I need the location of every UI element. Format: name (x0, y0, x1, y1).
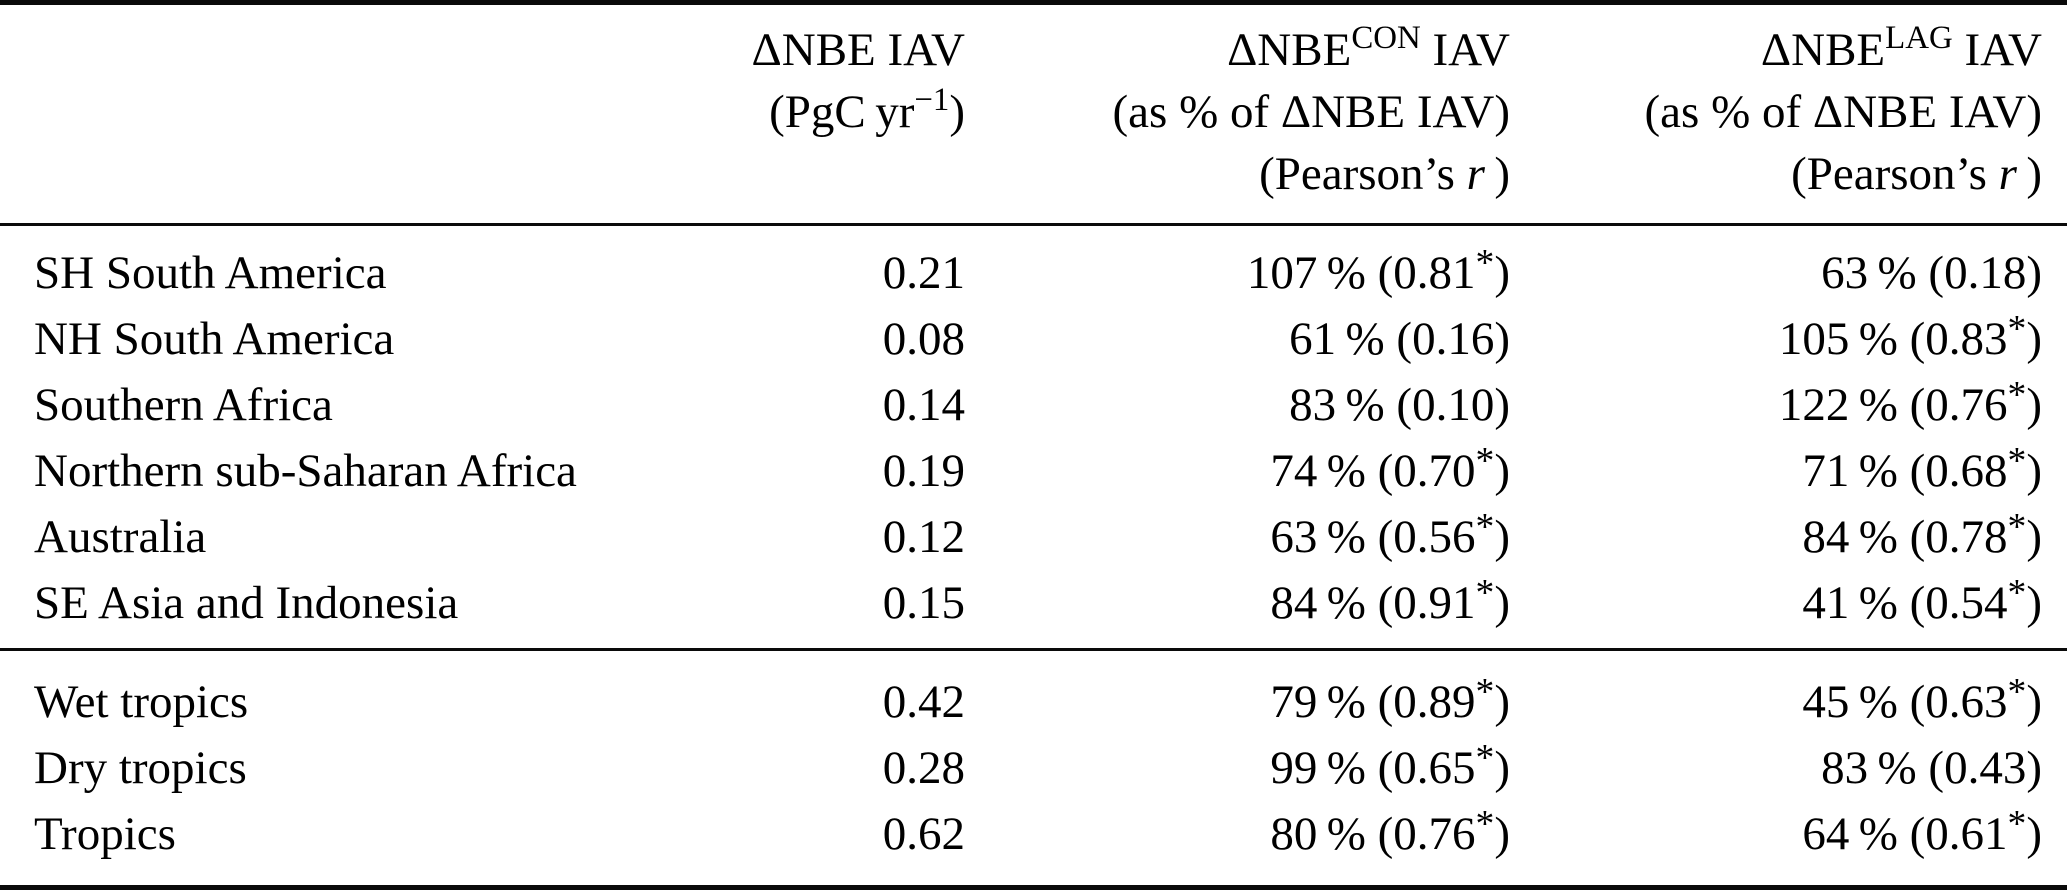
header-nbe-iav-title-text: ΔNBE IAV (751, 24, 965, 76)
table-row: Northern sub-Saharan Africa 0.19 74 % (0.7… (0, 438, 2067, 504)
regions-group: SH South America 0.21 107 % (0.81*) 63 % (0… (0, 225, 2067, 650)
cell-nbe-iav-value: 0.15 (882, 577, 965, 629)
cell-nbe-iav-value: 0.62 (882, 808, 965, 860)
cell-con-share: 99 % (0.65*) (1270, 738, 1510, 794)
cell-lag-share: 122 % (0.76*) (1778, 375, 2042, 431)
significance-asterisk: * (2007, 672, 2027, 714)
cell-nbe-iav-value: 0.19 (882, 445, 965, 497)
cell-nbe-iav-value: 0.08 (882, 313, 965, 365)
table-row: SH South America 0.21 107 % (0.81*) 63 % (0… (0, 225, 2067, 307)
pearson-close-paren: ) (1484, 148, 1510, 200)
cell-lag-share: 105 % (0.83*) (1778, 309, 2042, 365)
table-row: Tropics 0.62 80 % (0.76*) 64 % (0.61*) (0, 801, 2067, 888)
significance-asterisk: * (1475, 573, 1495, 615)
cell-con-share: 83 % (0.10) (1289, 379, 1510, 431)
header-nbe-con-title: ΔNBECON IAV (965, 19, 1510, 81)
cell-region-name: Southern Africa (34, 379, 333, 431)
significance-asterisk: * (2007, 375, 2027, 417)
con-superscript: CON (1351, 19, 1421, 56)
con-title-rest: IAV (1420, 24, 1510, 76)
significance-asterisk: * (2007, 507, 2027, 549)
header-nbe-lag-title: ΔNBELAG IAV (1510, 19, 2042, 81)
significance-asterisk: * (1475, 672, 1495, 714)
pearson-r-symbol: r (1998, 148, 2017, 200)
header-nbe-con: ΔNBECON IAV (as % of ΔNBE IAV) (Pearson’… (965, 2, 1510, 226)
significance-asterisk: * (1475, 507, 1495, 549)
header-nbe-lag-share: (as % of ΔNBE IAV) (1510, 81, 2042, 143)
significance-asterisk: * (1475, 738, 1495, 780)
con-share-text: (as % of ΔNBE IAV) (1112, 86, 1510, 138)
cell-region-name: Tropics (34, 808, 176, 860)
table-row: SE Asia and Indonesia 0.15 84 % (0.91*) 41 … (0, 570, 2067, 650)
cell-con-share: 61 % (0.16) (1289, 313, 1510, 365)
pearson-prefix: (Pearson’s (1259, 148, 1467, 200)
pearson-prefix: (Pearson’s (1791, 148, 1999, 200)
header-nbe-lag: ΔNBELAG IAV (as % of ΔNBE IAV) (Pearson’… (1510, 2, 2067, 226)
cell-region-name: Australia (34, 511, 207, 563)
header-row: ΔNBE IAV (PgC yr−1) ΔNBECON IAV (as % of… (0, 2, 2067, 226)
unit-close-paren: ) (949, 86, 965, 138)
cell-lag-share: 41 % (0.54*) (1802, 573, 2042, 629)
header-nbe-lag-pearson: (Pearson’s r ) (1510, 143, 2042, 205)
lag-superscript: LAG (1885, 19, 1953, 56)
table-row: NH South America 0.08 61 % (0.16) 105 % (0.… (0, 306, 2067, 372)
significance-asterisk: * (1475, 441, 1495, 483)
header-nbe-con-pearson: (Pearson’s r ) (965, 143, 1510, 205)
cell-con-share: 84 % (0.91*) (1270, 573, 1510, 629)
cell-lag-share: 71 % (0.68*) (1802, 441, 2042, 497)
cell-nbe-iav-value: 0.28 (882, 742, 965, 794)
significance-asterisk: * (2007, 441, 2027, 483)
header-nbe-iav-title: ΔNBE IAV (710, 19, 965, 81)
cell-nbe-iav-value: 0.12 (882, 511, 965, 563)
unit-exponent: −1 (914, 81, 950, 118)
significance-asterisk: * (2007, 804, 2027, 846)
table-row: Wet tropics 0.42 79 % (0.89*) 45 % (0.63*) (0, 648, 2067, 735)
cell-region-name: NH South America (34, 313, 395, 365)
table-row: Australia 0.12 63 % (0.56*) 84 % (0.78*) (0, 504, 2067, 570)
cell-con-share: 79 % (0.89*) (965, 648, 1510, 735)
lag-title-rest: IAV (1952, 24, 2042, 76)
cell-nbe-iav-value: 0.14 (882, 379, 965, 431)
cell-nbe-iav-value: 0.42 (710, 648, 965, 735)
header-nbe-con-share: (as % of ΔNBE IAV) (965, 81, 1510, 143)
cell-region-name: Wet tropics (0, 648, 710, 735)
cell-lag-share: 45 % (0.63*) (1510, 648, 2067, 735)
cell-con-share: 107 % (0.81*) (1246, 243, 1510, 299)
cell-lag-share: 83 % (0.43) (1821, 742, 2042, 794)
significance-asterisk: * (1475, 804, 1495, 846)
header-nbe-iav-unit: (PgC yr−1) (710, 81, 965, 143)
cell-region-name: Dry tropics (34, 742, 247, 794)
significance-asterisk: * (2007, 573, 2027, 615)
table-header: ΔNBE IAV (PgC yr−1) ΔNBECON IAV (as % of… (0, 2, 2067, 226)
cell-region-name: SE Asia and Indonesia (34, 577, 459, 629)
header-region (0, 2, 710, 226)
con-title-base: ΔNBE (1227, 24, 1352, 76)
lag-title-base: ΔNBE (1760, 24, 1886, 76)
cell-region-name: SH South America (34, 247, 387, 299)
cell-con-share: 80 % (0.76*) (1270, 804, 1510, 860)
header-nbe-iav: ΔNBE IAV (PgC yr−1) (710, 2, 965, 226)
cell-con-share: 63 % (0.56*) (1270, 507, 1510, 563)
lag-share-text: (as % of ΔNBE IAV) (1644, 86, 2042, 138)
significance-asterisk: * (1475, 243, 1495, 285)
significance-asterisk: * (2007, 309, 2027, 351)
table-row: Dry tropics 0.28 99 % (0.65*) 83 % (0.43) (0, 735, 2067, 801)
pearson-r-symbol: r (1466, 148, 1485, 200)
cell-region-name: Northern sub-Saharan Africa (34, 445, 577, 497)
tropics-aggregate-group: Wet tropics 0.42 79 % (0.89*) 45 % (0.63*) D… (0, 648, 2067, 888)
cell-lag-share: 84 % (0.78*) (1802, 507, 2042, 563)
pearson-close-paren: ) (2016, 148, 2042, 200)
cell-con-share: 74 % (0.70*) (1270, 441, 1510, 497)
cell-lag-share: 63 % (0.18) (1821, 247, 2042, 299)
unit-prefix: (PgC yr (769, 86, 915, 138)
cell-lag-share: 64 % (0.61*) (1802, 804, 2042, 860)
cell-nbe-iav-value: 0.21 (882, 247, 965, 299)
table-row: Southern Africa 0.14 83 % (0.10) 122 % (0.7… (0, 372, 2067, 438)
